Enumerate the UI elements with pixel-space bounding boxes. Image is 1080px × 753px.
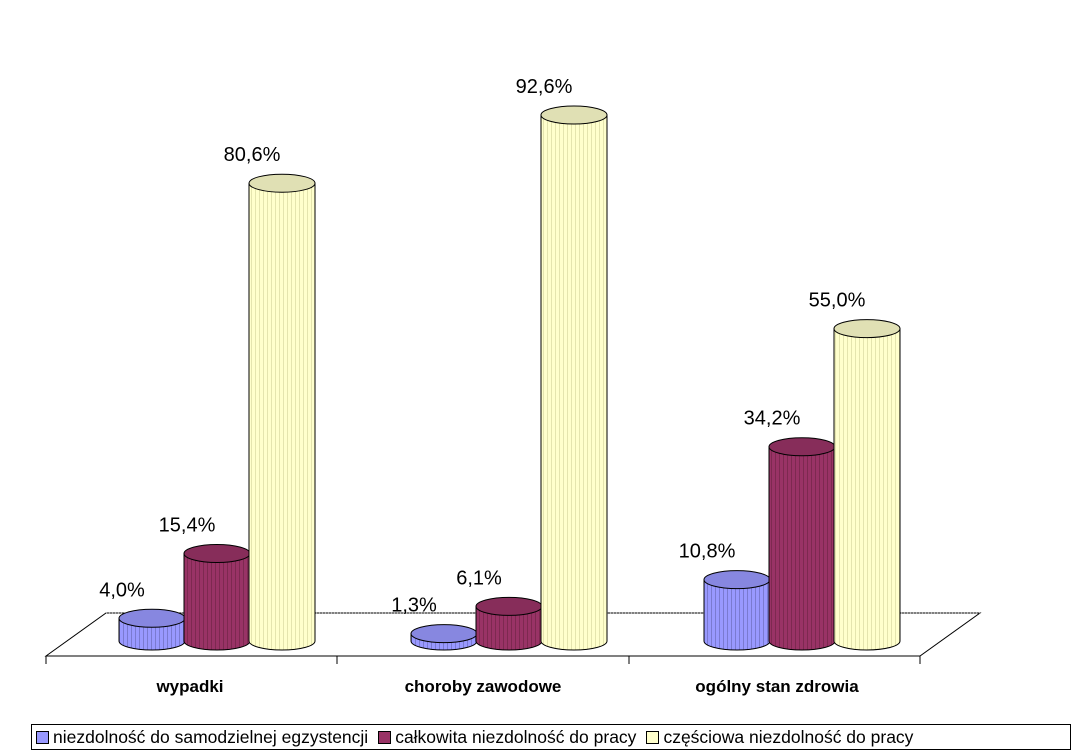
bar-top (118, 608, 186, 628)
bar-3-3 (833, 319, 901, 651)
bar-top (703, 570, 771, 590)
data-label: 92,6% (516, 76, 573, 98)
bar-2-2 (475, 596, 543, 651)
data-label: 15,4% (159, 515, 216, 537)
data-label: 55,0% (809, 290, 866, 312)
bars-group (118, 105, 901, 651)
bar-body (703, 579, 771, 651)
legend-item-1: niezdolność do samodzielnej egzystencji (36, 727, 368, 748)
bar-body (248, 182, 316, 651)
bar-top (540, 105, 608, 125)
legend-swatch (378, 730, 392, 744)
bar-2-3 (540, 105, 608, 651)
legend-label: częściowa niezdolność do pracy (663, 726, 914, 747)
legend-item-2: całkowita niezdolność do pracy (378, 727, 636, 748)
bar-top (248, 173, 316, 193)
bar-2-1 (410, 624, 478, 651)
data-label: 4,0% (99, 579, 145, 601)
bar-1-3 (248, 173, 316, 651)
data-label: 10,8% (679, 541, 736, 563)
legend-swatch (646, 730, 660, 744)
bar-3-2 (768, 437, 836, 651)
category-label: choroby zawodowe (405, 677, 562, 696)
legend-item-3: częściowa niezdolność do pracy (646, 727, 913, 748)
bar-body (768, 446, 836, 651)
bar-1-1 (118, 608, 186, 651)
legend-label: całkowita niezdolność do pracy (395, 726, 637, 747)
bar-body (540, 114, 608, 651)
data-label: 6,1% (456, 567, 502, 589)
bar-3-1 (703, 570, 771, 651)
bar-top (833, 319, 901, 339)
bar-body (183, 553, 251, 651)
category-labels-group: wypadki choroby zawodowe ogólny stan zdrow… (155, 677, 859, 696)
legend-label: niezdolność do samodzielnej egzystencji (53, 726, 369, 747)
bar-top (475, 596, 543, 616)
bar-top (768, 437, 836, 457)
legend: niezdolność do samodzielnej egzystencji c… (31, 724, 1071, 750)
bar-body (833, 328, 901, 651)
category-label: ogólny stan zdrowia (695, 677, 859, 696)
chart-canvas: 4,0% 15,4% 80,6% 1,3% 6,1% 92,6% 10,8% 34,2% 55,… (44, 76, 982, 696)
bar-top (183, 544, 251, 564)
bar-1-2 (183, 544, 251, 651)
data-label: 1,3% (391, 595, 437, 617)
data-label: 34,2% (744, 408, 801, 430)
legend-swatch (36, 730, 49, 744)
data-label: 80,6% (224, 144, 281, 166)
category-label: wypadki (155, 677, 223, 696)
data-labels-group: 4,0% 15,4% 80,6% 1,3% 6,1% 92,6% 10,8% 34,2% 55,… (99, 76, 865, 617)
bar-top (410, 624, 478, 644)
